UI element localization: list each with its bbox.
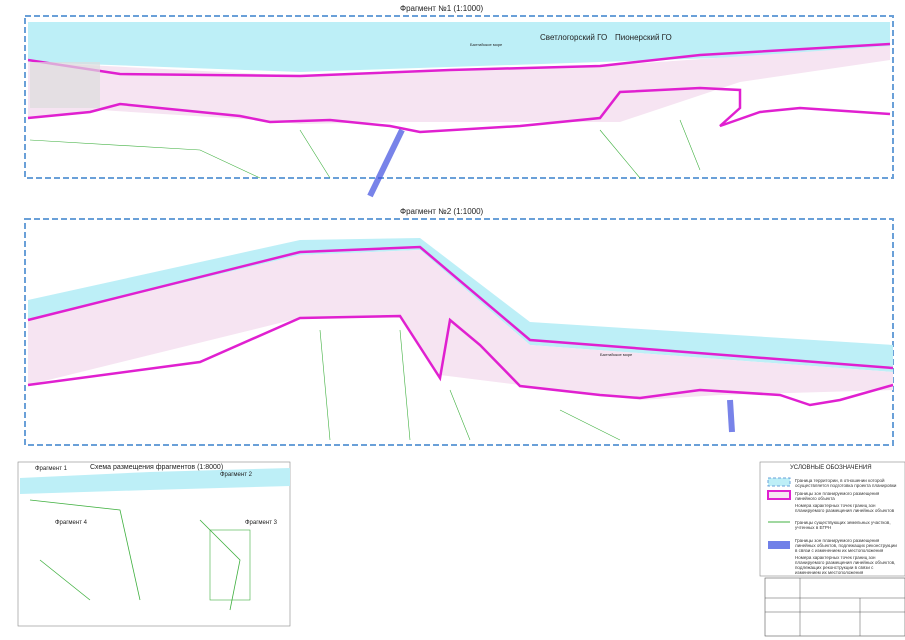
land-plots	[29, 499, 241, 611]
town	[209, 529, 251, 601]
legend-item: Границы зон планируемого размещения лине…	[795, 538, 897, 553]
zone-border	[27, 245, 894, 370]
zone	[28, 250, 893, 400]
legend-item: Номера характерных точек границ зон план…	[795, 503, 895, 513]
zone-border	[27, 314, 894, 407]
scheme-label: Фрагмент 2	[220, 472, 252, 478]
legend-swatch	[767, 477, 791, 487]
scheme-label: Фрагмент 3	[245, 520, 277, 526]
sea-label: Балтийское море	[470, 42, 503, 47]
legend-title: УСЛОВНЫЕ ОБОЗНАЧЕНИЯ	[790, 465, 872, 471]
legend-item: Границы существующих земельных участков,…	[795, 520, 891, 530]
legend-item: Номера характерных точек границ зон план…	[795, 555, 896, 575]
title-grid	[765, 578, 905, 636]
reconstruction-zone	[727, 399, 735, 433]
reconstruction-zone	[367, 128, 405, 198]
title: Фрагмент №1 (1:1000)	[400, 4, 484, 13]
sea	[20, 468, 290, 494]
legend-item: Граница территории, в отношении которой …	[795, 478, 897, 488]
border-label: Пионерский ГО	[615, 33, 672, 42]
sea	[28, 22, 890, 72]
scheme-label: Фрагмент 4	[55, 520, 87, 526]
built-area	[30, 62, 100, 108]
legend-swatch	[768, 541, 790, 549]
title: Фрагмент №2 (1:1000)	[400, 207, 484, 216]
legend-item: Границы зон планируемого размещения лине…	[795, 491, 880, 501]
title-block	[764, 577, 905, 637]
zone	[28, 46, 890, 124]
land-plots	[319, 329, 621, 441]
border-label: Светлогорский ГО	[540, 33, 608, 42]
zone-border	[27, 86, 891, 134]
land-plots	[29, 119, 701, 179]
sea	[28, 238, 893, 372]
legend-swatch	[767, 490, 791, 500]
scheme-label: Фрагмент 1	[35, 466, 67, 472]
sea-label: Балтийское море	[600, 352, 633, 357]
zone-border	[27, 42, 891, 78]
scheme-title: Схема размещения фрагментов (1:8000)	[90, 464, 224, 471]
